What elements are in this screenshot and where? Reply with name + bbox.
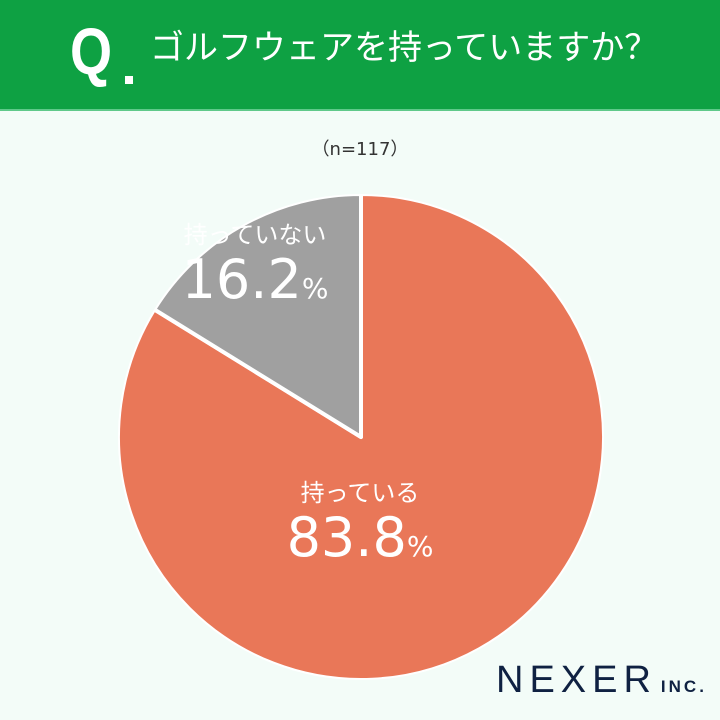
logo-main: NEXER	[496, 659, 657, 701]
q-mark: Q	[70, 14, 113, 88]
pie-slice-1	[152, 192, 363, 439]
label-not-own: 持っていない 16.2%	[150, 220, 360, 319]
label-own-name: 持っている	[300, 479, 420, 507]
label-not-own-name: 持っていない	[183, 221, 327, 249]
logo-suffix: INC.	[660, 677, 707, 696]
label-not-own-value: 16.2%	[181, 248, 329, 311]
question-header: Q ゴルフウェアを持っていますか？	[0, 0, 720, 111]
sample-size: （n=117）	[311, 139, 409, 160]
label-own: 持っている 83.8%	[260, 478, 460, 577]
question-title: ゴルフウェアを持っていますか？	[150, 28, 659, 68]
nexer-logo: NEXER INC.	[496, 660, 707, 707]
q-dot	[125, 76, 133, 84]
label-own-value: 83.8%	[286, 506, 434, 569]
